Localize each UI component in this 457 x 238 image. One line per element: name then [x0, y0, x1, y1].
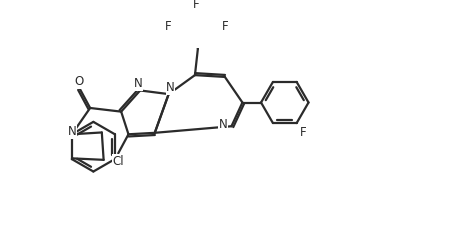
Text: F: F — [165, 20, 171, 33]
Text: N: N — [68, 125, 76, 138]
Text: F: F — [193, 0, 200, 11]
Text: N: N — [219, 118, 228, 131]
Text: N: N — [134, 77, 143, 90]
Text: Cl: Cl — [112, 155, 124, 168]
Text: F: F — [300, 126, 307, 139]
Text: O: O — [74, 75, 84, 88]
Text: N: N — [166, 81, 175, 94]
Text: F: F — [222, 20, 228, 33]
